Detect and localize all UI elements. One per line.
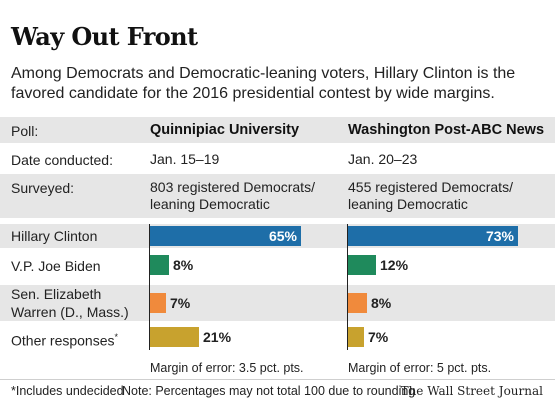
- candidate-label-warren-line-1: Sen. Elizabeth: [11, 286, 102, 302]
- bar-poll-2-other: [348, 327, 364, 347]
- bar-label-poll-2-clinton: 73%: [485, 228, 514, 244]
- poll-2-margin: Margin of error: 5 pct. pts.: [348, 361, 492, 375]
- bar-label-poll-1-biden: 8%: [173, 257, 194, 273]
- chart-subtitle: Among Democrats and Democratic-leaning v…: [11, 64, 551, 104]
- bar-poll-1-biden: [150, 255, 169, 275]
- row-label-surveyed: Surveyed:: [11, 180, 75, 196]
- bar-label-poll-1-warren: 7%: [170, 295, 191, 311]
- candidate-label-other-text: Other responses: [11, 332, 115, 349]
- poll-1-surveyed-line-1: 803 registered Democrats/: [150, 179, 315, 195]
- candidate-label-warren: Sen. Elizabeth Warren (D., Mass.): [11, 285, 129, 321]
- poll-2-axis: [347, 224, 348, 350]
- bar-label-poll-2-warren: 8%: [371, 295, 392, 311]
- subtitle-line-1: Among Democrats and Democratic-leaning v…: [11, 65, 516, 82]
- poll-2-surveyed-line-1: 455 registered Democrats/: [348, 179, 513, 195]
- band-poll: [0, 117, 555, 143]
- poll-2-surveyed-line-2: leaning Democratic: [348, 196, 468, 212]
- source-credit: The Wall Street Journal: [400, 384, 543, 398]
- footer-divider: [0, 379, 555, 380]
- poll-1-axis: [149, 224, 150, 350]
- poll-1-surveyed: 803 registered Democrats/ leaning Democr…: [150, 179, 315, 213]
- row-label-poll: Poll:: [11, 123, 39, 139]
- candidate-label-clinton: Hillary Clinton: [11, 228, 98, 244]
- bar-poll-2-clinton: [348, 226, 518, 246]
- chart-title: Way Out Front: [11, 22, 198, 51]
- rounding-note: Note: Percentages may not total 100 due …: [122, 384, 416, 398]
- poll-1-date: Jan. 15–19: [150, 151, 220, 167]
- poll-1-name: Quinnipiac University: [150, 122, 300, 138]
- bar-poll-1-warren: [150, 293, 166, 313]
- poll-1-margin: Margin of error: 3.5 pct. pts.: [150, 361, 304, 375]
- candidate-label-biden: V.P. Joe Biden: [11, 258, 101, 274]
- bar-poll-1-clinton: [150, 226, 301, 246]
- bar-poll-1-other: [150, 327, 199, 347]
- subtitle-line-2: favored candidate for the 2016 president…: [11, 85, 495, 102]
- candidate-label-warren-line-2: Warren (D., Mass.): [11, 304, 129, 320]
- poll-2-surveyed: 455 registered Democrats/ leaning Democr…: [348, 179, 513, 213]
- footnote: *Includes undecided: [11, 384, 124, 398]
- row-label-date: Date conducted:: [11, 152, 113, 168]
- bar-label-poll-2-biden: 12%: [380, 257, 409, 273]
- poll-2-date: Jan. 20–23: [348, 151, 418, 167]
- bar-label-poll-1-other: 21%: [203, 329, 232, 345]
- bar-label-poll-2-other: 7%: [368, 329, 389, 345]
- candidate-label-other-footnote-mark: *: [114, 332, 119, 342]
- poll-2-name: Washington Post-ABC News: [348, 122, 545, 138]
- band-surveyed: [0, 174, 555, 218]
- candidate-label-other: Other responses*: [11, 328, 118, 350]
- bar-label-poll-1-clinton: 65%: [268, 228, 297, 244]
- bar-poll-2-warren: [348, 293, 367, 313]
- band-warren: [0, 285, 555, 321]
- poll-1-surveyed-line-2: leaning Democratic: [150, 196, 270, 212]
- bar-poll-2-biden: [348, 255, 376, 275]
